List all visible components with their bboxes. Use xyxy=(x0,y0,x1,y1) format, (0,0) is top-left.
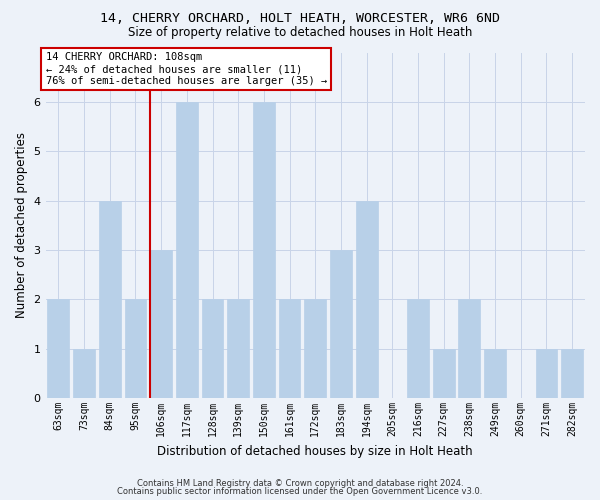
Text: 14, CHERRY ORCHARD, HOLT HEATH, WORCESTER, WR6 6ND: 14, CHERRY ORCHARD, HOLT HEATH, WORCESTE… xyxy=(100,12,500,26)
Bar xyxy=(330,250,352,398)
Bar xyxy=(253,102,275,398)
Text: Contains public sector information licensed under the Open Government Licence v3: Contains public sector information licen… xyxy=(118,487,482,496)
Bar xyxy=(484,349,506,398)
Bar xyxy=(278,300,301,398)
Text: 14 CHERRY ORCHARD: 108sqm
← 24% of detached houses are smaller (11)
76% of semi-: 14 CHERRY ORCHARD: 108sqm ← 24% of detac… xyxy=(46,52,327,86)
Text: Size of property relative to detached houses in Holt Heath: Size of property relative to detached ho… xyxy=(128,26,472,39)
Bar xyxy=(176,102,198,398)
Bar xyxy=(356,200,377,398)
Text: Contains HM Land Registry data © Crown copyright and database right 2024.: Contains HM Land Registry data © Crown c… xyxy=(137,478,463,488)
Bar xyxy=(458,300,481,398)
Bar xyxy=(304,300,326,398)
Bar xyxy=(125,300,146,398)
Bar xyxy=(536,349,557,398)
Bar xyxy=(150,250,172,398)
X-axis label: Distribution of detached houses by size in Holt Heath: Distribution of detached houses by size … xyxy=(157,444,473,458)
Bar xyxy=(433,349,455,398)
Bar xyxy=(227,300,249,398)
Bar xyxy=(73,349,95,398)
Bar xyxy=(47,300,70,398)
Bar xyxy=(407,300,429,398)
Y-axis label: Number of detached properties: Number of detached properties xyxy=(15,132,28,318)
Bar xyxy=(99,200,121,398)
Bar xyxy=(202,300,223,398)
Bar xyxy=(561,349,583,398)
